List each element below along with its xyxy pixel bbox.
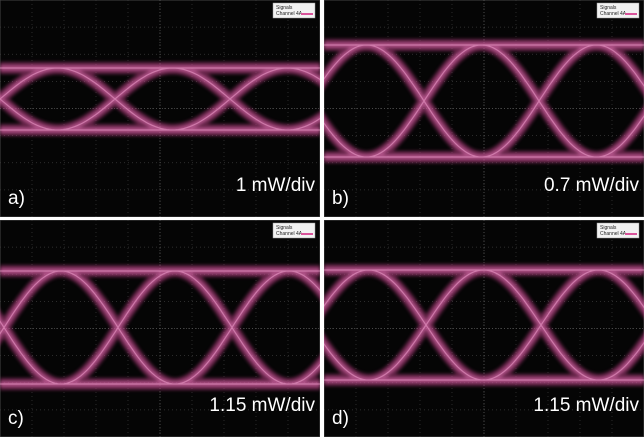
scale-label: 1.15 mW/div — [209, 395, 315, 416]
eye-core — [324, 44, 644, 158]
legend-title: Signals — [276, 5, 293, 11]
legend-title: Signals — [276, 225, 293, 231]
legend-entry: Channel 4A — [600, 11, 627, 17]
scale-label: 0.7 mW/div — [544, 175, 640, 196]
panel-label: d) — [332, 408, 349, 429]
legend-title: Signals — [600, 5, 617, 11]
scale-label: 1.15 mW/div — [533, 395, 639, 416]
legend-entry: Channel 4A — [276, 231, 303, 237]
panel-label: b) — [332, 188, 349, 209]
panel-label: a) — [8, 188, 25, 209]
scale-label: 1 mW/div — [236, 175, 316, 196]
panel-label: c) — [8, 408, 24, 429]
legend-entry: Channel 4A — [600, 231, 627, 237]
eye-core — [324, 269, 644, 381]
eye-core — [0, 270, 320, 385]
eye-core — [0, 67, 320, 131]
legend-title: Signals — [600, 225, 617, 231]
legend-entry: Channel 4A — [276, 11, 303, 17]
